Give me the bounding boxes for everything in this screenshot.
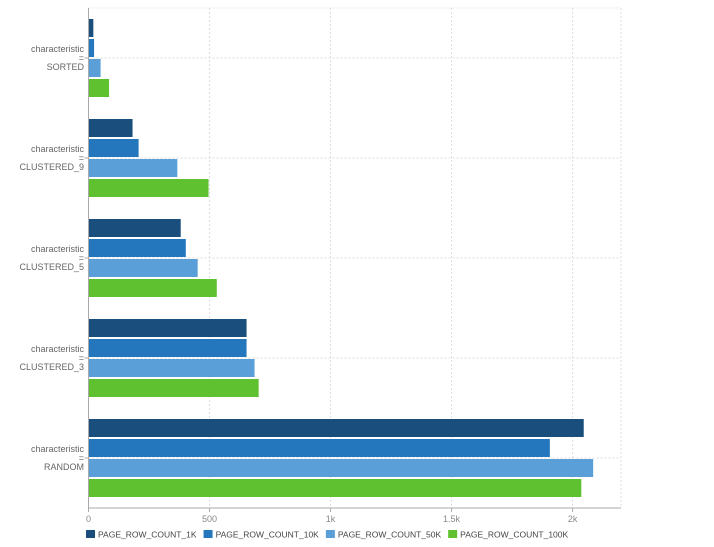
- legend-swatch: [448, 530, 458, 538]
- bar-page_row_count_50k-random[interactable]: [88, 459, 594, 477]
- bar-page_row_count_1k-clustered_9[interactable]: [88, 119, 133, 137]
- y-tick-label-line: characteristic: [31, 144, 85, 154]
- bar-page_row_count_1k-sorted[interactable]: [88, 19, 94, 37]
- y-tick-label-line: SORTED: [47, 62, 85, 72]
- y-tick-label-line: characteristic: [31, 244, 85, 254]
- y-category-label: characteristic=CLUSTERED_5: [19, 244, 84, 272]
- x-tick-label: 1.5k: [443, 514, 461, 524]
- legend-label: PAGE_ROW_COUNT_1K: [98, 530, 197, 540]
- legend-label: PAGE_ROW_COUNT_100K: [460, 530, 568, 540]
- legend-label: PAGE_ROW_COUNT_50K: [338, 530, 442, 540]
- legend-item[interactable]: PAGE_ROW_COUNT_50K: [325, 530, 442, 540]
- legend-item[interactable]: PAGE_ROW_COUNT_100K: [448, 530, 569, 540]
- y-category-label: characteristic=CLUSTERED_3: [19, 344, 84, 372]
- legend-swatch: [325, 530, 335, 538]
- bar-page_row_count_100k-sorted[interactable]: [88, 79, 110, 97]
- y-tick-label-line: =: [79, 53, 84, 63]
- x-tick-label: 500: [202, 514, 217, 524]
- y-tick-label-line: characteristic: [31, 44, 85, 54]
- bar-page_row_count_100k-clustered_9[interactable]: [88, 179, 209, 197]
- x-tick-label: 2k: [568, 514, 578, 524]
- y-tick-label-line: CLUSTERED_3: [19, 362, 84, 372]
- bar-page_row_count_100k-clustered_5[interactable]: [88, 279, 217, 297]
- y-tick-label-line: CLUSTERED_5: [19, 262, 84, 272]
- bar-page_row_count_50k-sorted[interactable]: [88, 59, 101, 77]
- bar-page_row_count_100k-random[interactable]: [88, 479, 582, 497]
- y-tick-label-line: =: [79, 453, 84, 463]
- bar-page_row_count_50k-clustered_5[interactable]: [88, 259, 198, 277]
- y-tick-label-line: =: [79, 153, 84, 163]
- bar-page_row_count_10k-clustered_3[interactable]: [88, 339, 247, 357]
- bar-page_row_count_10k-clustered_5[interactable]: [88, 239, 186, 257]
- legend-label: PAGE_ROW_COUNT_10K: [216, 530, 320, 540]
- legend-item[interactable]: PAGE_ROW_COUNT_10K: [203, 530, 320, 540]
- y-tick-label-line: characteristic: [31, 444, 85, 454]
- y-tick-label-line: =: [79, 253, 84, 263]
- bar-page_row_count_10k-sorted[interactable]: [88, 39, 95, 57]
- y-category-label: characteristic=CLUSTERED_9: [19, 144, 84, 172]
- y-category-label: characteristic=SORTED: [31, 44, 85, 72]
- bar-page_row_count_1k-clustered_3[interactable]: [88, 319, 247, 337]
- bar-page_row_count_10k-random[interactable]: [88, 439, 550, 457]
- y-tick-label-line: CLUSTERED_9: [19, 162, 84, 172]
- y-tick-label-line: =: [79, 353, 84, 363]
- legend-swatch: [203, 530, 213, 538]
- bar-page_row_count_50k-clustered_9[interactable]: [88, 159, 178, 177]
- legend-swatch: [86, 530, 95, 538]
- y-tick-label-line: RANDOM: [44, 462, 84, 472]
- bar-page_row_count_10k-clustered_9[interactable]: [88, 139, 139, 157]
- bar-page_row_count_100k-clustered_3[interactable]: [88, 379, 259, 397]
- legend-item[interactable]: PAGE_ROW_COUNT_1K: [86, 530, 197, 540]
- x-tick-label: 1k: [326, 514, 336, 524]
- y-category-label: characteristic=RANDOM: [31, 444, 85, 472]
- bar-page_row_count_1k-clustered_5[interactable]: [88, 219, 181, 237]
- x-tick-label: 0: [86, 514, 91, 524]
- bar-page_row_count_1k-random[interactable]: [88, 419, 584, 437]
- y-tick-label-line: characteristic: [31, 344, 85, 354]
- bar-page_row_count_50k-clustered_3[interactable]: [88, 359, 255, 377]
